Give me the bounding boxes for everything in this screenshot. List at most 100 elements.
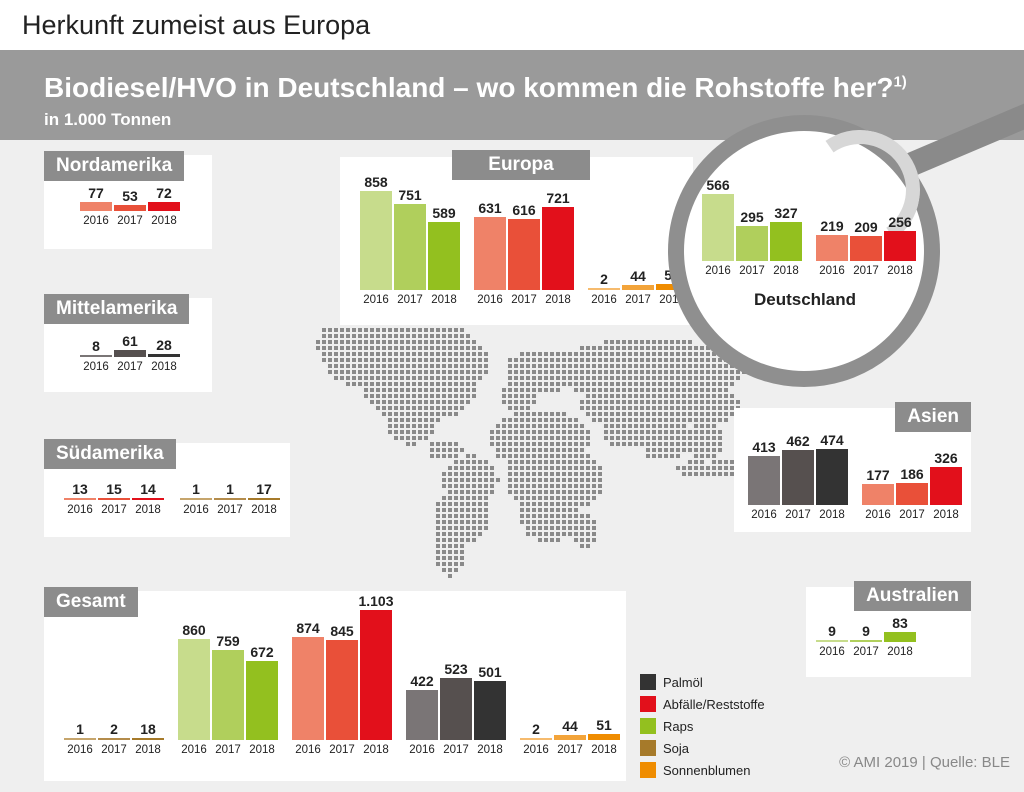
map-dot	[628, 418, 632, 422]
bar-abfaelle-2017: 616 2017	[508, 202, 540, 306]
map-dot	[520, 352, 524, 356]
map-dot	[394, 430, 398, 434]
map-dot	[640, 430, 644, 434]
map-dot	[394, 400, 398, 404]
map-dot	[454, 412, 458, 416]
map-dot	[460, 496, 464, 500]
map-dot	[574, 436, 578, 440]
map-dot	[676, 346, 680, 350]
map-dot	[628, 400, 632, 404]
map-dot	[550, 472, 554, 476]
map-dot	[526, 388, 530, 392]
map-dot	[424, 436, 428, 440]
map-dot	[718, 442, 722, 446]
map-dot	[352, 328, 356, 332]
bar-abfaelle-2017: 186 2017	[896, 466, 928, 521]
map-dot	[340, 346, 344, 350]
map-dot	[382, 364, 386, 368]
map-dot	[664, 406, 668, 410]
bar-fill	[884, 230, 916, 261]
map-dot	[370, 370, 374, 374]
legend-label: Sonnenblumen	[663, 762, 751, 778]
map-dot	[586, 544, 590, 548]
map-dot	[580, 352, 584, 356]
map-dot	[442, 412, 446, 416]
map-dot	[640, 406, 644, 410]
map-dot	[466, 520, 470, 524]
map-dot	[412, 406, 416, 410]
map-dot	[370, 340, 374, 344]
year-label: 2017	[625, 294, 651, 306]
map-dot	[628, 394, 632, 398]
map-dot	[664, 346, 668, 350]
map-dot	[526, 490, 530, 494]
map-dot	[424, 334, 428, 338]
map-dot	[628, 412, 632, 416]
map-dot	[646, 358, 650, 362]
map-dot	[622, 394, 626, 398]
map-dot	[580, 358, 584, 362]
map-dot	[670, 424, 674, 428]
map-dot	[586, 532, 590, 536]
map-dot	[580, 448, 584, 452]
map-dot	[472, 376, 476, 380]
bar-fill	[816, 449, 848, 505]
bar-fill	[246, 660, 278, 740]
map-dot	[676, 400, 680, 404]
bar-fill	[98, 498, 130, 500]
bar-raps-2018: 83 2018	[884, 615, 916, 658]
bar-group-raps: 9 2016 9 2017 83 2018	[816, 615, 916, 658]
map-dot	[664, 454, 668, 458]
map-dot	[604, 382, 608, 386]
map-dot	[514, 460, 518, 464]
map-dot	[682, 358, 686, 362]
map-dot	[448, 490, 452, 494]
map-dot	[544, 436, 548, 440]
map-dot	[634, 418, 638, 422]
map-dot	[376, 406, 380, 410]
map-dot	[664, 388, 668, 392]
map-dot	[442, 340, 446, 344]
map-dot	[646, 442, 650, 446]
map-dot	[460, 382, 464, 386]
map-dot	[454, 370, 458, 374]
map-dot	[700, 406, 704, 410]
map-dot	[652, 430, 656, 434]
map-dot	[376, 334, 380, 338]
map-dot	[718, 436, 722, 440]
map-dot	[556, 526, 560, 530]
map-dot	[586, 502, 590, 506]
map-dot	[514, 382, 518, 386]
map-dot	[688, 340, 692, 344]
map-dot	[442, 334, 446, 338]
map-dot	[436, 508, 440, 512]
map-dot	[460, 508, 464, 512]
map-dot	[556, 466, 560, 470]
map-dot	[652, 436, 656, 440]
bar-fill	[114, 349, 146, 357]
value-label: 589	[432, 205, 456, 222]
map-dot	[628, 352, 632, 356]
map-dot	[346, 358, 350, 362]
map-dot	[508, 484, 512, 488]
map-dot	[634, 424, 638, 428]
map-dot	[604, 430, 608, 434]
year-label: 2016	[67, 744, 93, 756]
map-dot	[478, 532, 482, 536]
map-dot	[520, 430, 524, 434]
map-dot	[532, 490, 536, 494]
bar-fill	[64, 498, 96, 500]
map-dot	[556, 352, 560, 356]
map-dot	[400, 364, 404, 368]
map-dot	[592, 526, 596, 530]
map-dot	[640, 442, 644, 446]
map-dot	[712, 364, 716, 368]
map-dot	[706, 430, 710, 434]
map-dot	[544, 496, 548, 500]
map-dot	[616, 412, 620, 416]
map-dot	[442, 454, 446, 458]
map-dot	[454, 484, 458, 488]
map-dot	[724, 460, 728, 464]
panel-title-suedamerika: Südamerika	[44, 439, 176, 469]
